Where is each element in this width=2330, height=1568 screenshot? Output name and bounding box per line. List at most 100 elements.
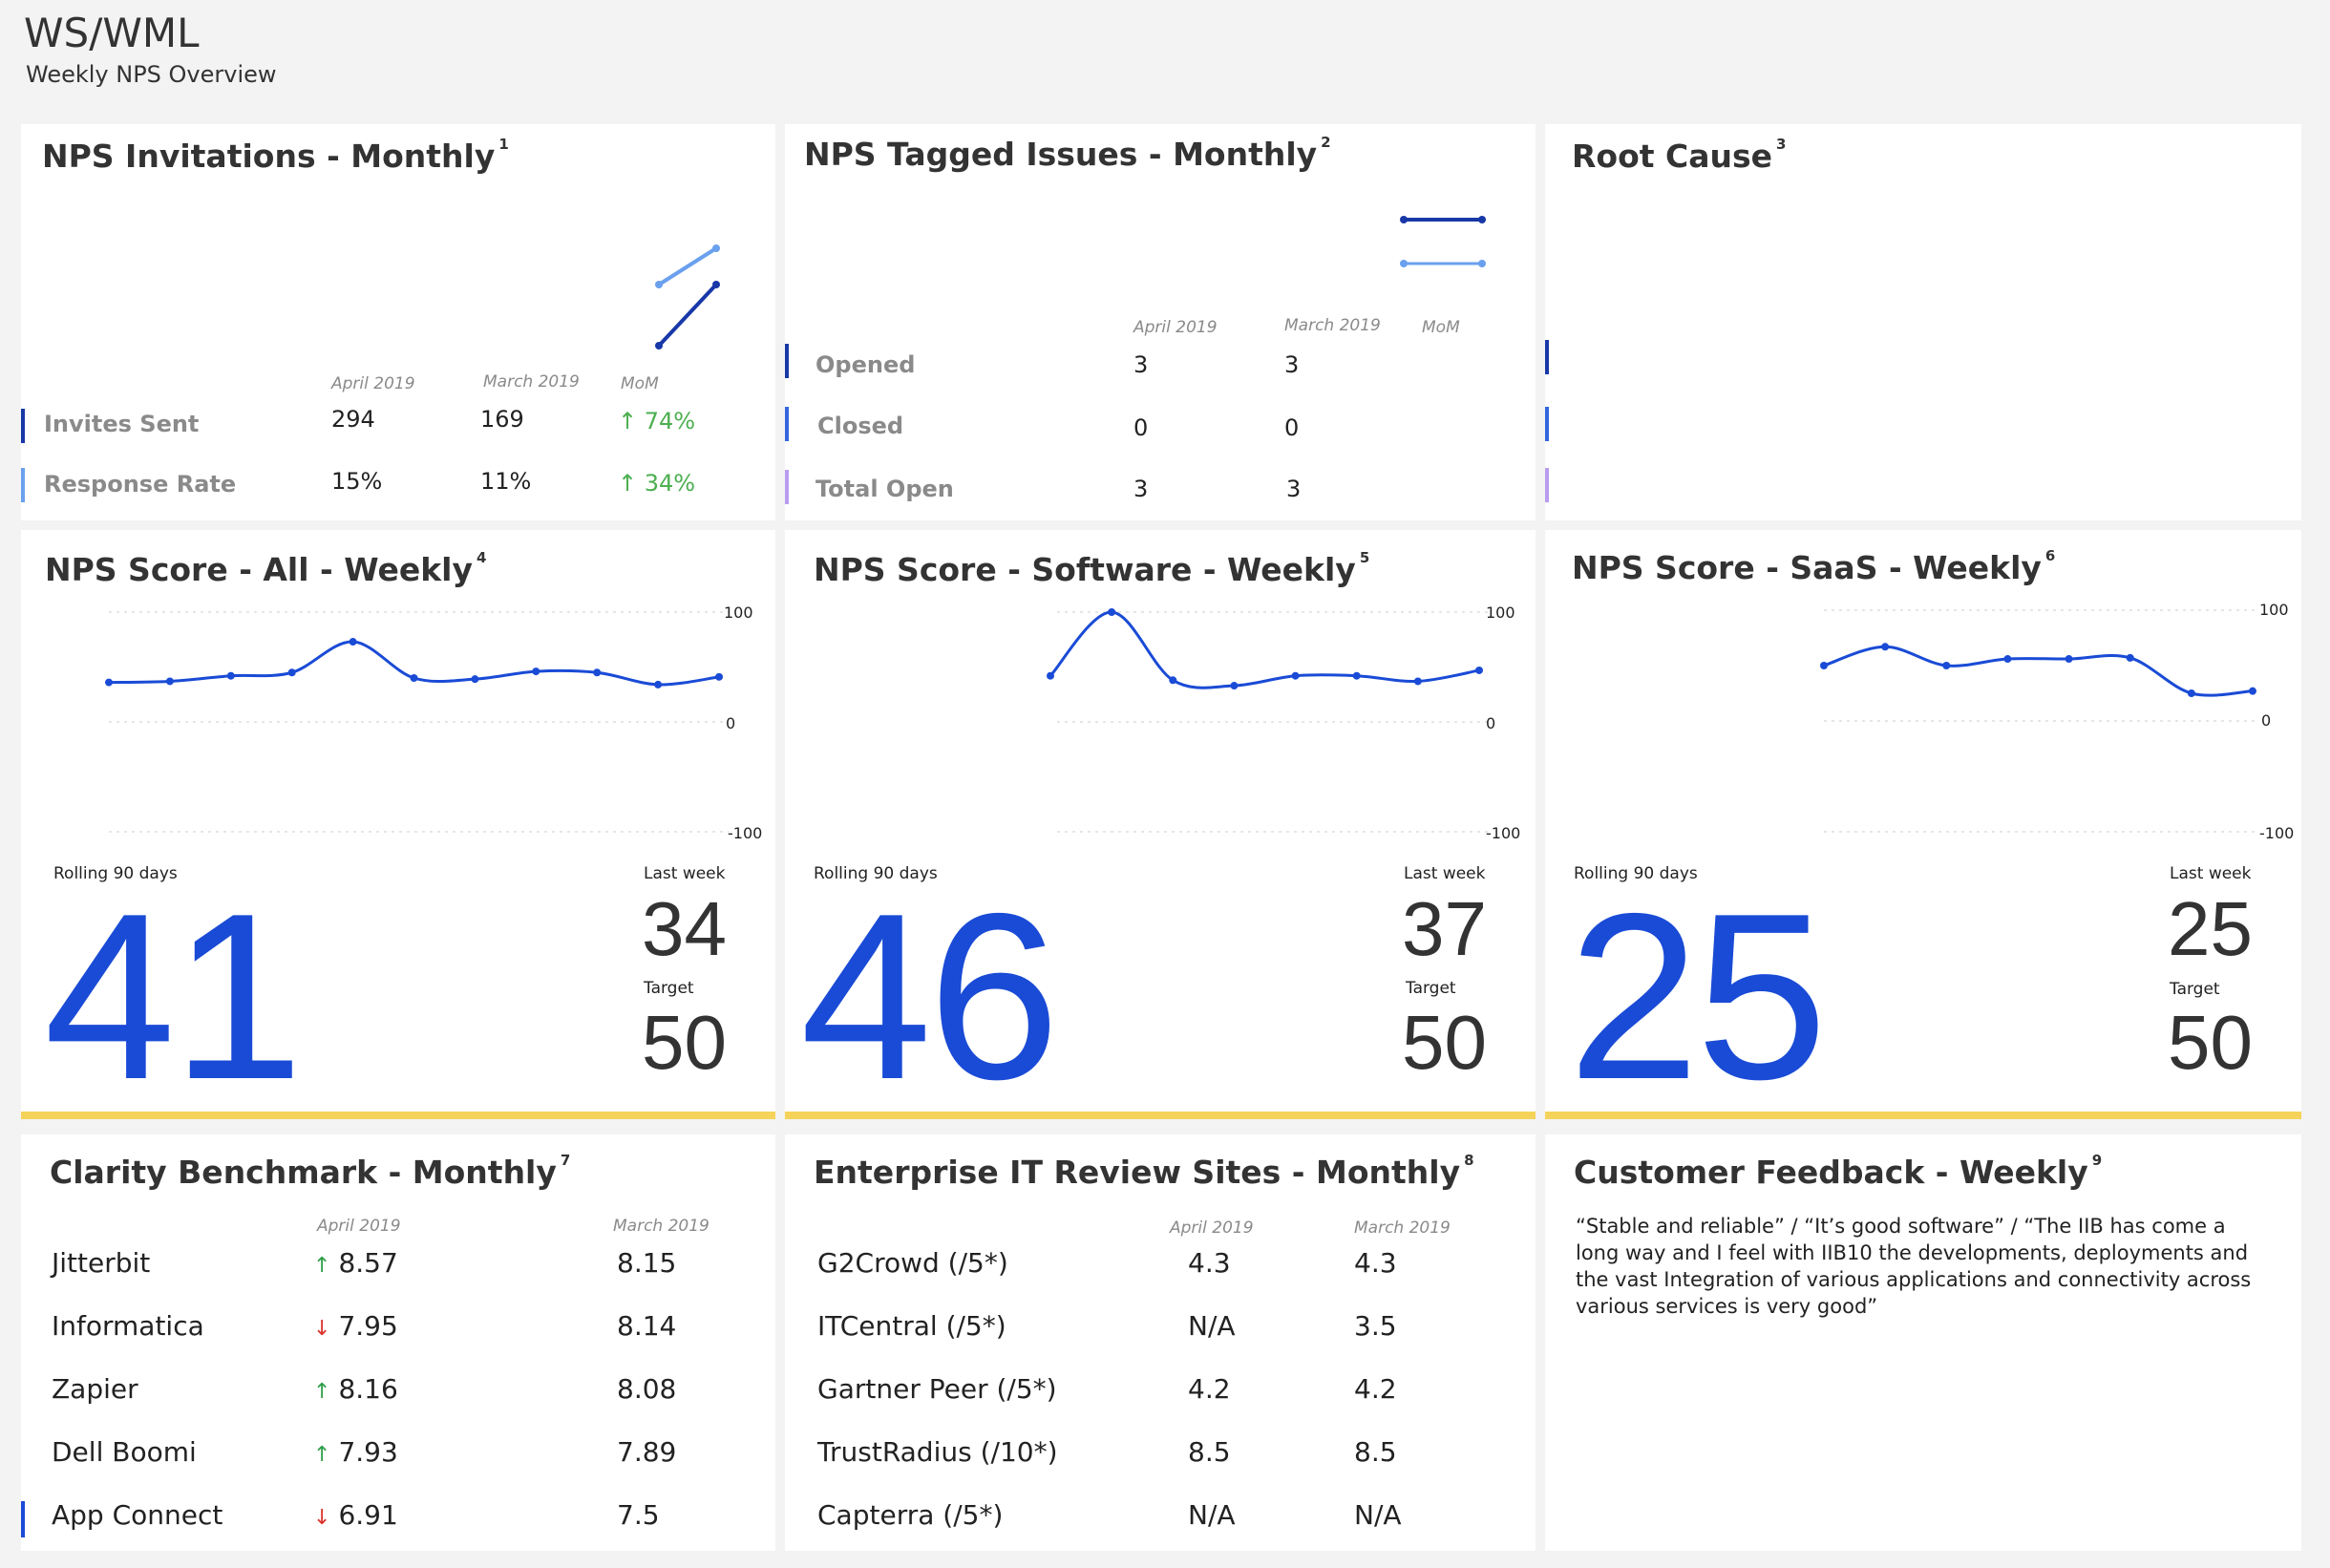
row-label-closed: Closed <box>817 413 904 439</box>
down-arrow-icon: ↓ <box>313 1506 331 1530</box>
nps-data-point <box>715 672 723 681</box>
col-header-march: March 2019 <box>1284 316 1381 335</box>
panel-title: Enterprise IT Review Sites - Monthly 8 <box>814 1152 1474 1191</box>
rolling-score: 25 <box>1568 863 1828 1129</box>
last-week-score: 25 <box>2168 886 2253 971</box>
legend-bar-invites <box>21 409 25 443</box>
benchmark-march: 7.89 <box>617 1436 677 1468</box>
benchmark-april: ↑ 8.57 <box>313 1247 398 1279</box>
review-april: 4.2 <box>1188 1373 1231 1405</box>
row-label-opened: Opened <box>816 351 916 378</box>
panel-nps-invitations[interactable]: NPS Invitations - Monthly 1 April 2019 Ma… <box>21 124 775 520</box>
panel-title: Customer Feedback - Weekly 9 <box>1574 1152 2103 1191</box>
issues-sparkline <box>1400 216 1486 267</box>
opened-point <box>1400 216 1408 223</box>
review-april: N/A <box>1188 1499 1236 1531</box>
nps-data-point <box>1047 671 1054 680</box>
response-rate-line <box>657 246 718 286</box>
nps-data-point <box>1942 662 1951 669</box>
target-score: 50 <box>1402 1000 1487 1085</box>
legend-bar-response <box>21 468 25 502</box>
panel-title: NPS Score - SaaS - Weekly 6 <box>1572 547 2056 586</box>
nps-data-point <box>1230 682 1239 690</box>
nps-data-point <box>471 675 479 684</box>
closed-point <box>1478 260 1486 267</box>
row-label-response-rate: Response Rate <box>44 471 237 498</box>
target-label: Target <box>2170 980 2220 999</box>
benchmark-april: ↓ 7.95 <box>313 1310 398 1342</box>
nps-data-point <box>410 674 418 682</box>
invites-sent-point <box>712 281 720 288</box>
benchmark-april: ↑ 8.16 <box>313 1373 398 1405</box>
col-header-mom: MoM <box>621 374 659 393</box>
target-label: Target <box>644 979 694 998</box>
review-march: 8.5 <box>1354 1436 1397 1468</box>
benchmark-march: 7.5 <box>617 1499 660 1531</box>
review-april: N/A <box>1188 1310 1236 1342</box>
page-title: WS/WML <box>24 10 200 56</box>
response-mom: ↑ 34% <box>618 470 696 497</box>
response-april: 15% <box>331 468 383 495</box>
up-arrow-icon: ↑ <box>313 1443 331 1467</box>
benchmark-march: 8.15 <box>617 1247 677 1279</box>
last-week-score: 37 <box>1402 886 1487 971</box>
invites-march: 169 <box>480 406 524 433</box>
closed-point <box>1400 260 1408 267</box>
highlight-bar <box>21 1501 25 1537</box>
nps-data-point <box>349 638 357 646</box>
panel-nps-all[interactable]: NPS Score - All - Weekly 4 100 0 -100 Rol… <box>21 530 775 1115</box>
rolling-label: Rolling 90 days <box>814 864 938 883</box>
review-site-label: Capterra (/5*) <box>817 1499 1004 1531</box>
col-header-april: April 2019 <box>1133 318 1218 337</box>
benchmark-march: 8.14 <box>617 1310 677 1342</box>
panel-nps-saas[interactable]: NPS Score - SaaS - Weekly 6 100 0 -100 Ro… <box>1545 530 2301 1115</box>
response-rate-point <box>655 281 663 288</box>
nps-data-point <box>1291 671 1300 680</box>
response-march: 11% <box>480 468 532 495</box>
legend-bar-closed <box>785 407 789 441</box>
col-header-april: April 2019 <box>317 1217 401 1236</box>
up-arrow-icon: ↑ <box>313 1380 331 1404</box>
y-tick-100: 100 <box>1486 604 1515 622</box>
nps-data-point <box>2187 689 2195 697</box>
total-open-april: 3 <box>1133 476 1149 502</box>
row-label-total-open: Total Open <box>816 476 954 502</box>
legend-bar-total-open <box>785 470 789 504</box>
panel-title: NPS Score - All - Weekly 4 <box>45 549 487 588</box>
nps-data-point <box>1820 662 1828 669</box>
invites-sent-point <box>655 342 663 350</box>
target-score: 50 <box>642 1000 727 1085</box>
col-header-april: April 2019 <box>331 374 415 393</box>
panel-customer-feedback[interactable]: Customer Feedback - Weekly 9 “Stable and … <box>1545 1134 2301 1551</box>
opened-march: 3 <box>1284 351 1300 378</box>
review-site-label: ITCentral (/5*) <box>817 1310 1006 1342</box>
benchmark-label: Zapier <box>52 1373 138 1405</box>
review-april: 8.5 <box>1188 1436 1231 1468</box>
closed-april: 0 <box>1133 414 1149 441</box>
panel-nps-tagged-issues[interactable]: NPS Tagged Issues - Monthly 2 April 2019 … <box>785 124 1536 520</box>
opened-april: 3 <box>1133 351 1149 378</box>
nps-data-point <box>2065 655 2073 664</box>
legend-bar-closed <box>1545 407 1549 441</box>
panel-root-cause[interactable]: Root Cause 3 <box>1545 124 2301 520</box>
panel-review-sites[interactable]: Enterprise IT Review Sites - Monthly 8 Ap… <box>785 1134 1536 1551</box>
col-header-mom: MoM <box>1422 318 1460 337</box>
rolling-label: Rolling 90 days <box>53 864 178 883</box>
nps-data-point <box>1169 676 1177 685</box>
review-site-label: Gartner Peer (/5*) <box>817 1373 1057 1405</box>
feedback-quote: “Stable and reliable” / “It’s good softw… <box>1576 1215 2252 1318</box>
benchmark-label: App Connect <box>52 1499 223 1531</box>
nps-data-point <box>1475 666 1483 674</box>
nps-data-point <box>532 667 540 676</box>
nps-data-point <box>2249 687 2256 695</box>
panel-clarity-benchmark[interactable]: Clarity Benchmark - Monthly 7 April 2019 … <box>21 1134 775 1551</box>
panel-title: Root Cause 3 <box>1572 136 1787 175</box>
nps-data-point <box>2003 655 2012 664</box>
legend-bar-opened <box>1545 340 1549 374</box>
invites-mom: ↑ 74% <box>618 408 696 434</box>
rolling-score: 41 <box>44 863 304 1129</box>
y-tick-0: 0 <box>726 714 736 732</box>
review-march: 4.3 <box>1354 1247 1397 1279</box>
review-march: 3.5 <box>1354 1310 1397 1342</box>
panel-nps-software[interactable]: NPS Score - Software - Weekly 5 100 0 -10… <box>785 530 1536 1115</box>
